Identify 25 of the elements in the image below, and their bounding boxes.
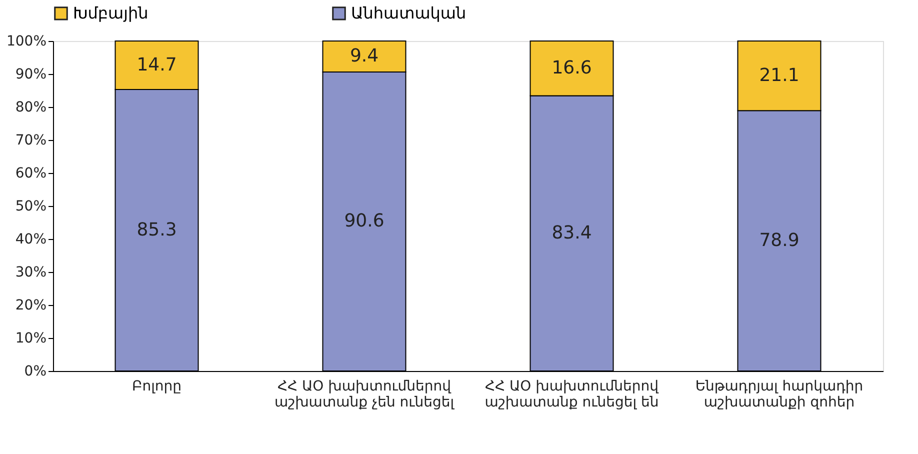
data-label: 16.6	[552, 57, 592, 78]
y-tick-label: 80%	[15, 100, 46, 116]
x-tick-label: Բոլորը	[132, 378, 182, 394]
y-tick-label: 20%	[15, 298, 46, 314]
data-label: 14.7	[136, 54, 177, 76]
x-tick-label: Ենթադրյալ հարկադիր աշխատանքի զոհեր	[695, 378, 864, 410]
data-label: 90.6	[344, 210, 384, 232]
y-tick-label: 0%	[24, 364, 46, 380]
y-tick-label: 50%	[15, 198, 46, 214]
y-tick-label: 100%	[6, 34, 46, 50]
data-label: 9.4	[350, 46, 379, 67]
y-tick-label: 70%	[15, 132, 46, 148]
y-tick-label: 30%	[15, 264, 46, 280]
x-tick-label: ՀՀ ԱՕ խախտումներով աշխատանք ունեցել են	[484, 378, 660, 410]
y-tick-label: 90%	[15, 66, 46, 82]
legend-label: Անհատական	[351, 3, 466, 22]
data-label: 85.3	[136, 219, 177, 240]
y-tick-label: 10%	[15, 330, 46, 346]
data-label: 78.9	[759, 230, 800, 251]
data-label: 83.4	[552, 222, 592, 244]
legend-label: Խմբային	[73, 3, 148, 22]
x-tick-label: ՀՀ ԱՕ խախտումներով աշխատանք չեն ունեցել	[274, 378, 456, 410]
data-label: 21.1	[759, 64, 800, 86]
y-tick-label: 40%	[15, 232, 46, 248]
y-tick-label: 60%	[15, 166, 46, 182]
